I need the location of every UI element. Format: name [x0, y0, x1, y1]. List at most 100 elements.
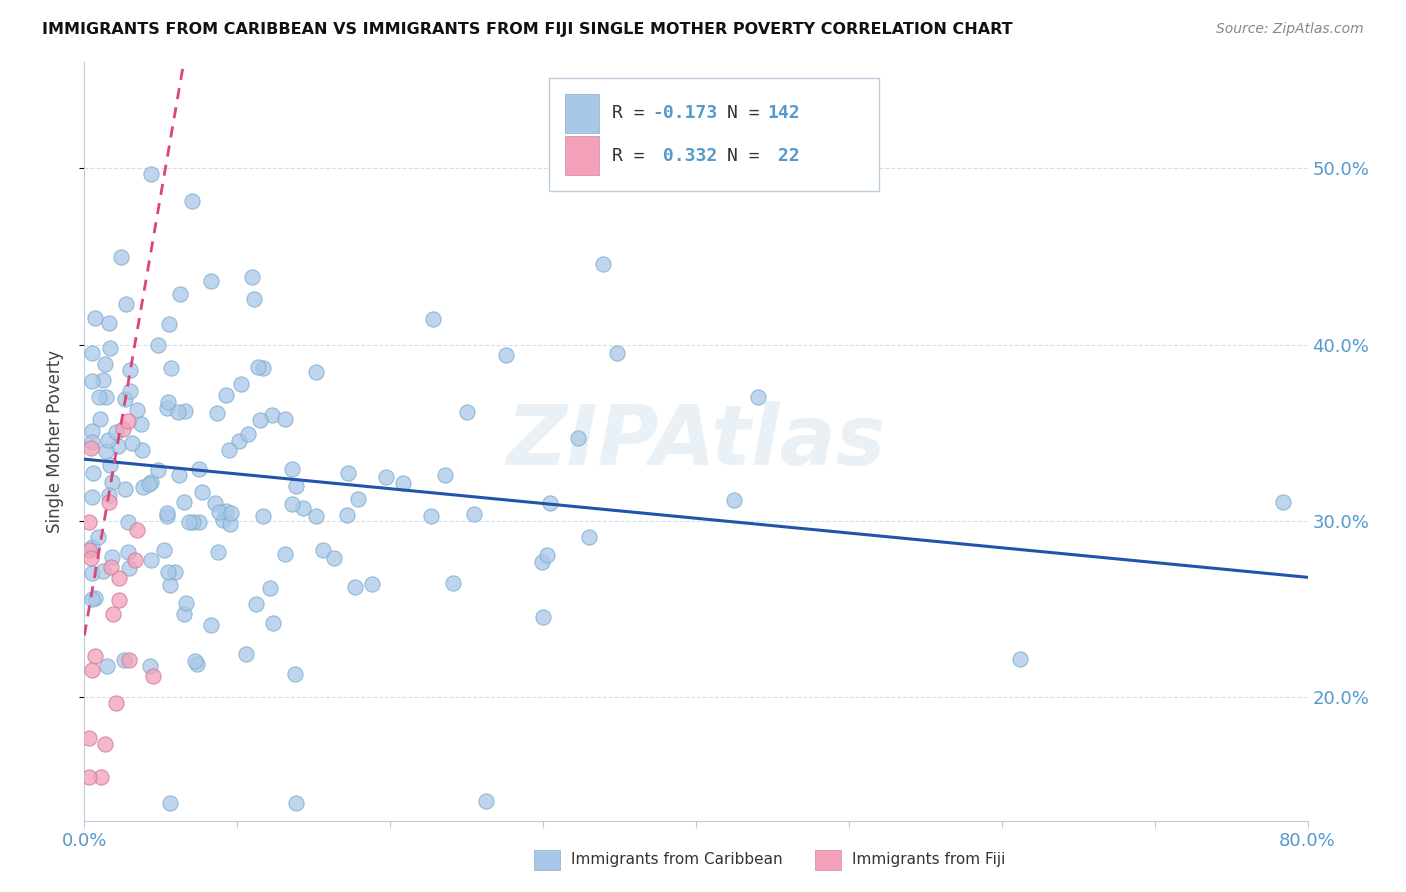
Point [236, 427, 259, 442]
Point [173, 495, 195, 509]
Point [312, 543, 335, 558]
Point [441, 576, 464, 591]
Point [323, 550, 346, 565]
Point [456, 405, 478, 419]
Point [475, 794, 498, 808]
Point [181, 194, 204, 209]
Point [174, 596, 197, 610]
Point [567, 431, 589, 445]
Point [392, 476, 415, 491]
Point [157, 317, 180, 331]
Point [165, 566, 187, 580]
Point [105, 696, 128, 710]
Point [80, 664, 103, 678]
Point [1271, 495, 1294, 509]
Point [82, 466, 104, 480]
Point [375, 470, 398, 484]
Point [173, 403, 195, 417]
Point [218, 443, 240, 458]
Point [93, 737, 115, 751]
Point [336, 508, 359, 522]
Point [139, 167, 162, 181]
Point [100, 341, 122, 355]
Point [90, 770, 112, 784]
Point [156, 395, 179, 409]
Point [156, 509, 179, 524]
Point [284, 667, 307, 681]
Point [131, 443, 153, 458]
Point [80, 566, 103, 580]
Point [112, 422, 135, 436]
Point [592, 257, 614, 271]
Point [259, 582, 281, 596]
Point [79, 516, 101, 530]
Point [606, 346, 628, 360]
Point [188, 462, 211, 476]
Point [245, 597, 267, 611]
Point [110, 250, 132, 264]
Point [281, 497, 304, 511]
Point [361, 577, 384, 591]
Point [146, 338, 169, 352]
Point [274, 548, 297, 562]
Point [207, 545, 229, 559]
Point [204, 496, 226, 510]
Point [200, 618, 222, 632]
Point [1010, 652, 1032, 666]
Point [252, 508, 274, 523]
Point [215, 388, 238, 402]
Point [118, 362, 141, 376]
Point [229, 377, 252, 392]
Point [420, 508, 443, 523]
Point [98, 495, 121, 509]
Point [243, 292, 266, 306]
Point [100, 559, 122, 574]
Point [94, 444, 117, 458]
Text: 142: 142 [766, 104, 800, 122]
Point [80, 345, 103, 359]
Point [94, 357, 117, 371]
Point [132, 480, 155, 494]
Point [221, 506, 243, 520]
Point [747, 391, 769, 405]
Text: Immigrants from Caribbean: Immigrants from Caribbean [571, 853, 783, 867]
Point [89, 390, 111, 404]
Point [252, 360, 274, 375]
Point [212, 513, 235, 527]
Point [101, 549, 124, 564]
Point [118, 653, 141, 667]
Point [77, 731, 100, 746]
Point [228, 434, 250, 448]
FancyBboxPatch shape [565, 94, 599, 133]
Point [112, 653, 135, 667]
Text: 0.332: 0.332 [652, 146, 717, 165]
Point [97, 433, 120, 447]
Text: R =: R = [612, 146, 655, 165]
Point [215, 504, 238, 518]
Point [281, 461, 304, 475]
Point [108, 592, 131, 607]
Point [291, 501, 314, 516]
Point [249, 413, 271, 427]
Point [84, 648, 107, 663]
Point [305, 509, 328, 524]
Point [156, 565, 179, 579]
Point [284, 796, 307, 810]
Point [218, 516, 240, 531]
Point [159, 578, 181, 592]
FancyBboxPatch shape [565, 136, 599, 176]
Point [152, 543, 174, 558]
Point [96, 658, 118, 673]
Point [114, 297, 136, 311]
Point [159, 796, 181, 810]
Point [124, 553, 146, 567]
Point [207, 406, 229, 420]
Point [146, 463, 169, 477]
Point [127, 402, 149, 417]
Text: -0.173: -0.173 [652, 104, 717, 122]
Text: N =: N = [727, 104, 770, 122]
Point [422, 311, 444, 326]
Point [121, 435, 143, 450]
Point [200, 274, 222, 288]
Point [208, 505, 231, 519]
